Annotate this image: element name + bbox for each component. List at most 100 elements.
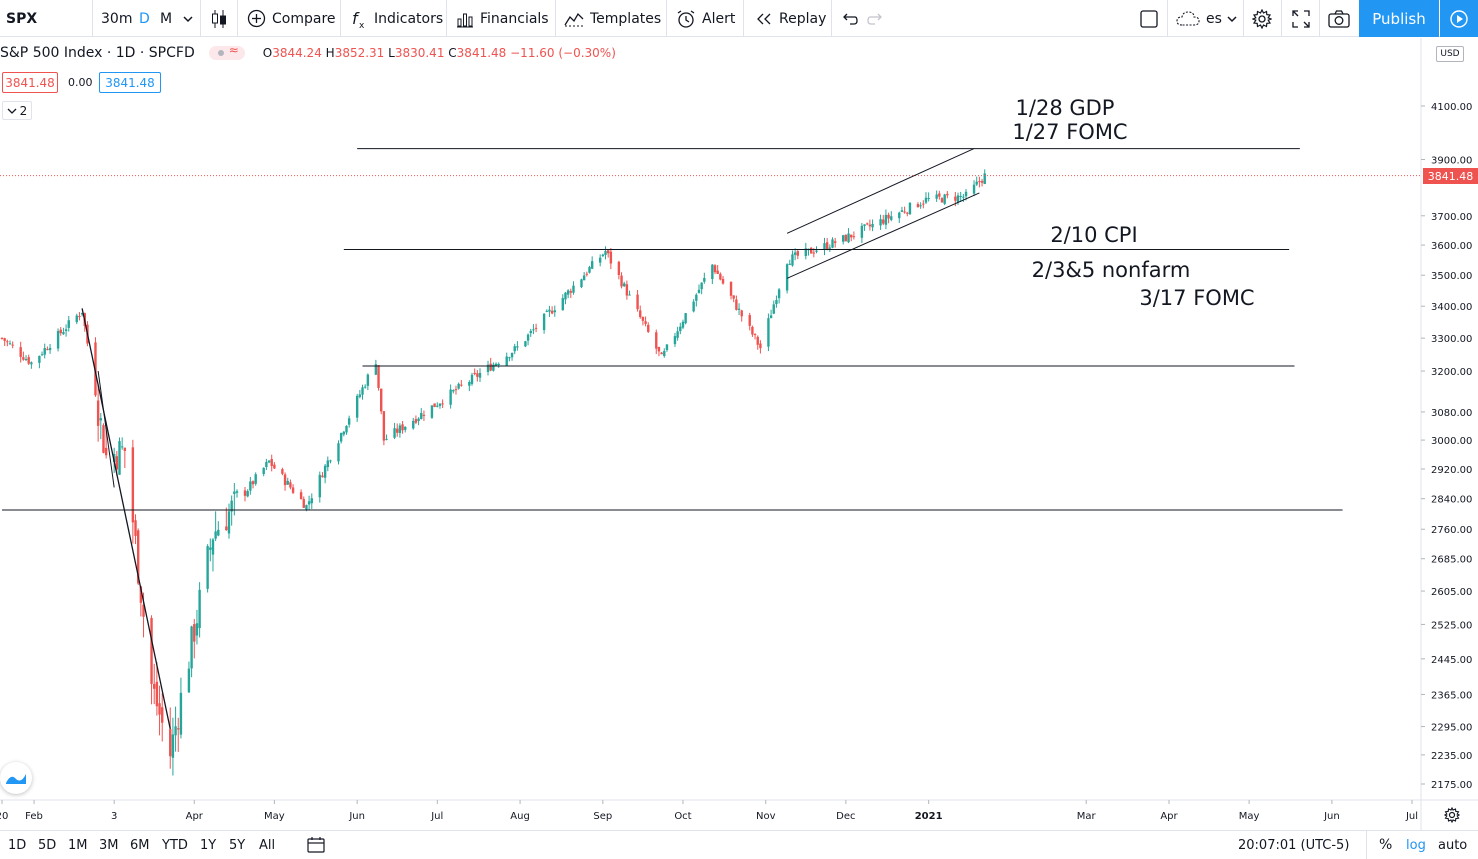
candle-body: [486, 364, 490, 372]
candle-body: [289, 482, 292, 488]
candle-body: [27, 357, 30, 364]
interval-30m-button[interactable]: 30m: [101, 0, 132, 37]
replay-button[interactable]: Replay: [755, 0, 826, 37]
candle-body: [700, 282, 703, 290]
timezone-clock[interactable]: 20:07:01 (UTC-5): [1238, 837, 1350, 853]
candle-body: [96, 400, 100, 426]
fullscreen-button[interactable]: [1291, 0, 1311, 37]
camera-icon: [1328, 9, 1350, 28]
toolbar-divider: [743, 0, 744, 37]
range-button-ytd[interactable]: YTD: [162, 837, 188, 853]
chart-annotation-text: 1/27 FOMC: [1012, 120, 1127, 144]
candle-body: [401, 424, 404, 431]
time-tick-label: Jul: [1405, 811, 1418, 822]
auto-scale-toggle[interactable]: auto: [1438, 837, 1468, 853]
candle-series: [0, 169, 986, 776]
candle-body: [249, 481, 252, 491]
candle-body: [529, 330, 532, 334]
candle-body: [377, 365, 380, 388]
candle-body: [788, 263, 791, 265]
candle-body: [457, 383, 460, 389]
fullscreen-layout-button[interactable]: [1139, 0, 1159, 37]
square-icon: [1140, 9, 1158, 28]
interval-d-button[interactable]: D: [139, 0, 150, 37]
candle-body: [412, 420, 415, 429]
candle-body: [131, 447, 135, 523]
candle-body: [452, 390, 455, 392]
ask-price-box[interactable]: 3841.48: [99, 72, 161, 93]
go-to-date-button[interactable]: [306, 831, 326, 859]
time-tick-label: Nov: [756, 811, 776, 822]
candle-body: [494, 363, 498, 366]
candle-body: [719, 273, 722, 280]
candle-body: [326, 460, 329, 468]
bid-price-box[interactable]: 3841.48: [2, 72, 58, 93]
toolbar-divider: [1281, 0, 1282, 37]
plus-circle-icon: [247, 9, 266, 28]
layout-dropdown[interactable]: [1226, 0, 1238, 37]
log-scale-toggle[interactable]: log: [1406, 837, 1426, 853]
candle-body: [190, 626, 193, 669]
candle-body: [318, 474, 321, 498]
crash-trendline-short: [97, 370, 115, 488]
range-button-1y[interactable]: 1Y: [200, 837, 217, 853]
range-button-5y[interactable]: 5Y: [229, 837, 246, 853]
templates-button[interactable]: Templates: [564, 0, 661, 37]
candle-body: [553, 310, 556, 313]
candle-body: [6, 341, 9, 343]
layout-save-button[interactable]: es: [1176, 0, 1222, 37]
undo-button[interactable]: [840, 0, 858, 37]
high-label: H: [325, 46, 335, 60]
range-button-5d[interactable]: 5D: [38, 837, 57, 853]
candle-body: [850, 234, 853, 238]
currency-badge[interactable]: USD: [1436, 46, 1464, 62]
candle-body: [265, 461, 268, 468]
tradingview-logo[interactable]: [0, 762, 32, 794]
candle-body: [777, 289, 781, 299]
candle-body: [414, 419, 418, 423]
candle-body: [433, 403, 436, 407]
range-button-all[interactable]: All: [259, 837, 276, 853]
price-tick-label: 3000.00: [1431, 436, 1472, 447]
range-button-1m[interactable]: 1M: [68, 837, 88, 853]
candle-body: [430, 405, 434, 418]
range-button-3m[interactable]: 3M: [99, 837, 119, 853]
financials-button[interactable]: Financials: [456, 0, 549, 37]
alert-button[interactable]: Alert: [676, 0, 735, 37]
candle-body: [339, 433, 343, 442]
publish-button[interactable]: Publish: [1359, 0, 1439, 37]
price-tick-label: 2840.00: [1431, 495, 1472, 506]
interval-m-button[interactable]: M: [160, 0, 172, 37]
compare-label: Compare: [272, 10, 336, 27]
symbol-label: SPX: [6, 10, 38, 27]
interval-dropdown[interactable]: [182, 0, 194, 37]
candle-body: [620, 275, 623, 287]
price-tick-label: 4100.00: [1431, 102, 1472, 113]
publish-options-button[interactable]: [1440, 0, 1478, 37]
redo-button[interactable]: [867, 0, 885, 37]
range-button-6m[interactable]: 6M: [130, 837, 150, 853]
candle-body: [711, 264, 714, 280]
snapshot-button[interactable]: [1328, 0, 1350, 37]
legend-collapse-button[interactable]: 2: [2, 101, 32, 120]
legend-title[interactable]: S&P 500 Index · 1D · SPCFD: [0, 45, 195, 61]
chart-type-button[interactable]: [210, 0, 228, 37]
chart-annotation-text: 3/17 FOMC: [1139, 286, 1254, 310]
percent-scale-toggle[interactable]: %: [1379, 837, 1393, 853]
compare-button[interactable]: Compare: [247, 0, 336, 37]
open-value: 3844.24: [272, 46, 322, 60]
range-button-1d[interactable]: 1D: [8, 837, 27, 853]
candle-body: [441, 403, 444, 405]
candle-body: [566, 290, 570, 295]
candle-body: [697, 289, 701, 293]
close-label: C: [448, 46, 457, 60]
candle-body: [644, 321, 647, 324]
symbol-search[interactable]: SPX: [6, 0, 37, 37]
chart-settings-button[interactable]: [1440, 804, 1464, 826]
collapse-count: 2: [19, 103, 28, 118]
candle-body: [884, 214, 888, 225]
settings-button[interactable]: [1252, 0, 1272, 37]
